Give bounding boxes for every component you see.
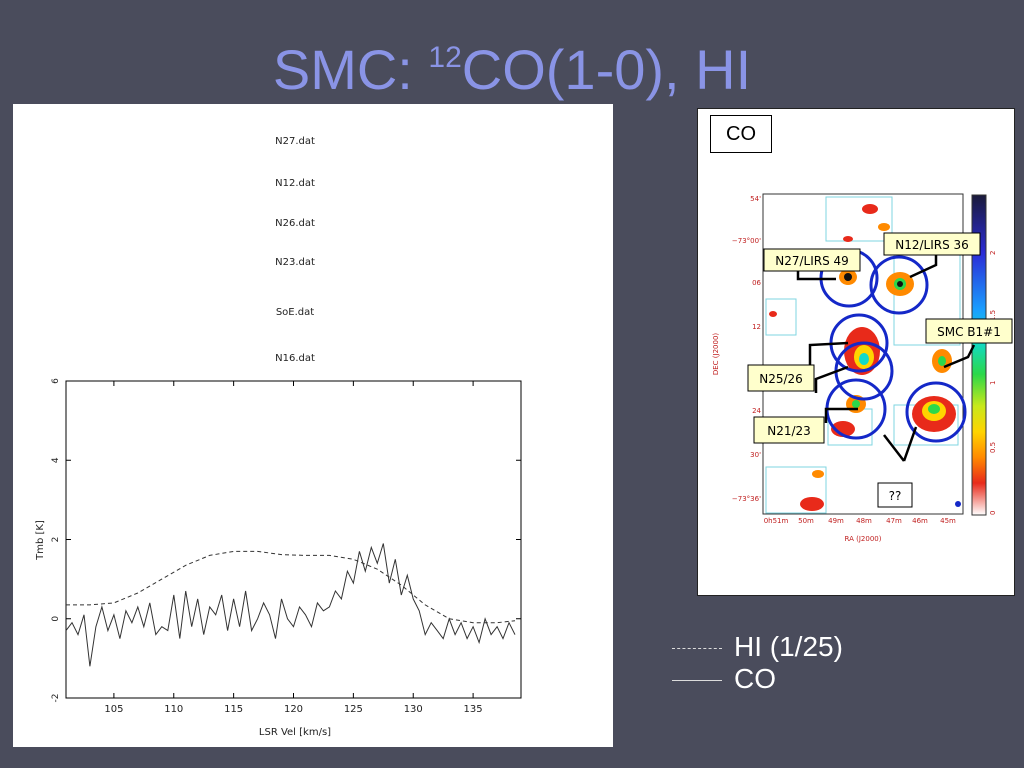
y-tick-label: 2 — [51, 537, 61, 543]
y-tick-label: 6 — [51, 378, 61, 384]
x-tick-label: 130 — [404, 704, 423, 715]
dec-tick-labels: 54' −73°00' 06 12 18 24 30' −73°36' — [732, 195, 762, 503]
legend-co-label: CO — [734, 663, 776, 694]
map-x-label: RA (J2000) — [845, 535, 882, 543]
co-map-panel: CO — [697, 108, 1015, 596]
svg-text:45m: 45m — [940, 517, 956, 525]
file-label-n27: N27.dat — [275, 136, 315, 147]
svg-text:−73°00': −73°00' — [732, 237, 761, 245]
x-axis-label: LSR Vel [km/s] — [259, 727, 331, 738]
svg-text:1.5: 1.5 — [989, 310, 997, 321]
svg-text:1: 1 — [989, 381, 997, 385]
title-rest: CO(1-0), HI — [461, 38, 752, 101]
plot-frame — [65, 380, 522, 699]
co-map-figure: 54' −73°00' 06 12 18 24 30' −73°36' 0h51… — [712, 193, 1013, 543]
y-tick-label: -2 — [51, 694, 61, 703]
x-tick-label: 110 — [164, 704, 183, 715]
series-line-hi-1-25 — [66, 550, 516, 624]
file-label-n16: N16.dat — [275, 353, 315, 364]
colorbar — [971, 194, 987, 516]
x-tick-label: 135 — [464, 704, 483, 715]
series-layer — [65, 543, 516, 667]
ra-tick-labels: 0h51m 50m 49m 48m 47m 46m 45m — [764, 517, 956, 525]
callout-n25: N25/26 — [759, 372, 803, 386]
slide-title: SMC: 12CO(1-0), HI — [0, 18, 1024, 110]
callout-n27: N27/LIRS 49 — [775, 254, 849, 268]
y-tick-label: 4 — [51, 457, 61, 463]
file-label-n26: N26.dat — [275, 218, 315, 229]
x-tick-label: 115 — [224, 704, 243, 715]
colorbar-tick-labels: 2 1.5 1 0.5 0 — [989, 251, 997, 515]
spectrum-panel: N27.dat N12.dat N26.dat N23.dat SoE.dat … — [13, 104, 613, 747]
svg-text:0: 0 — [989, 511, 997, 515]
callout-n12: N12/LIRS 36 — [895, 238, 969, 252]
svg-text:48m: 48m — [856, 517, 872, 525]
callout-n21: N21/23 — [767, 424, 811, 438]
beam-marker — [955, 501, 961, 507]
svg-text:06: 06 — [752, 279, 761, 287]
legend-dashed-line — [672, 648, 722, 649]
co-emission-clumps — [769, 204, 956, 511]
x-tick-label: 125 — [344, 704, 363, 715]
title-superscript: 12 — [428, 41, 462, 74]
x-tick-label: 120 — [284, 704, 303, 715]
svg-text:2: 2 — [989, 251, 997, 255]
svg-text:46m: 46m — [912, 517, 928, 525]
svg-text:−73°36': −73°36' — [732, 495, 761, 503]
svg-text:47m: 47m — [886, 517, 902, 525]
svg-text:12: 12 — [752, 323, 761, 331]
legend-hi-label: HI (1/25) — [734, 631, 843, 662]
file-label-n23: N23.dat — [275, 257, 315, 268]
callout-labels: N12/LIRS 36 N27/LIRS 49 SMC B1#1 N25/26 … — [747, 232, 1013, 508]
co-label-box: CO — [710, 115, 772, 153]
callout-unknown: ?? — [889, 489, 902, 503]
svg-text:50m: 50m — [798, 517, 814, 525]
x-tick-label: 105 — [104, 704, 123, 715]
spectrum-figure: N27.dat N12.dat N26.dat N23.dat SoE.dat … — [35, 136, 522, 738]
svg-text:0h51m: 0h51m — [764, 517, 789, 525]
svg-text:49m: 49m — [828, 517, 844, 525]
svg-text:0.5: 0.5 — [989, 442, 997, 453]
file-label-n12: N12.dat — [275, 178, 315, 189]
spectra-file-labels: N27.dat N12.dat N26.dat N23.dat SoE.dat … — [275, 136, 315, 364]
map-y-label: DEC (J2000) — [712, 333, 720, 376]
series-line-co — [65, 543, 516, 667]
svg-text:24: 24 — [752, 407, 761, 415]
y-axis-ticks: -2 0 2 4 6 — [51, 378, 521, 703]
legend-solid-line — [672, 680, 722, 681]
file-label-soe: SoE.dat — [276, 307, 314, 318]
y-axis-label: Tmb [K] — [35, 520, 46, 561]
x-axis-ticks: 105 110 115 120 125 130 135 — [104, 381, 483, 715]
callout-smc-b1: SMC B1#1 — [937, 325, 1001, 339]
y-tick-label: 0 — [51, 616, 61, 622]
svg-text:54': 54' — [750, 195, 761, 203]
title-main: SMC: — [272, 38, 429, 101]
svg-text:30': 30' — [750, 451, 761, 459]
